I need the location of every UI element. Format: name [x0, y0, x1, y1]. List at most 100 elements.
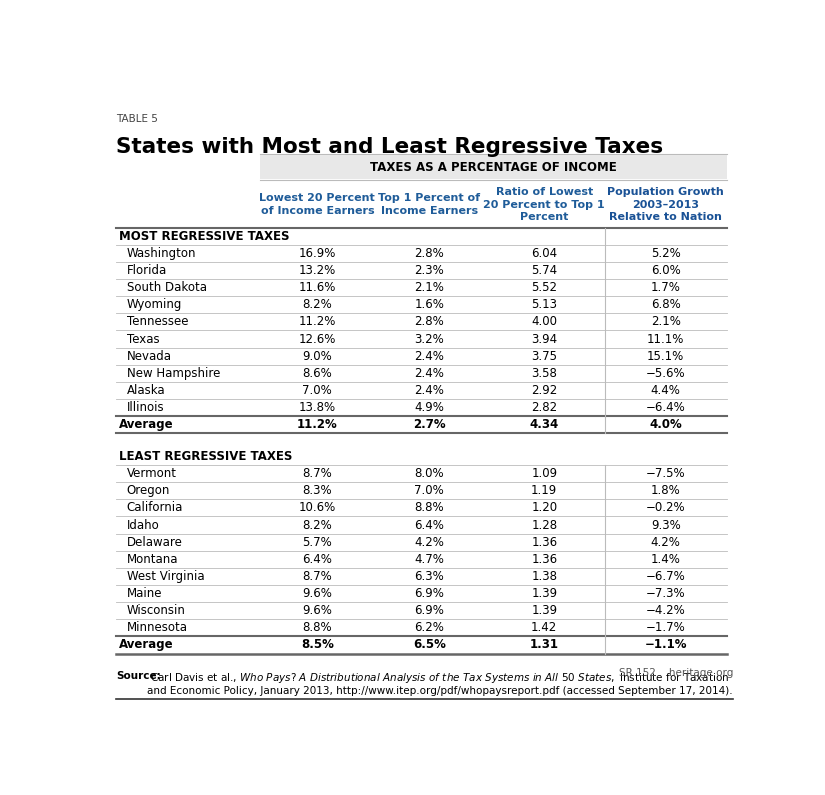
Text: 5.13: 5.13: [531, 298, 558, 312]
Text: 9.6%: 9.6%: [303, 604, 332, 617]
Text: Alaska: Alaska: [127, 384, 165, 397]
Text: California: California: [127, 502, 183, 514]
Text: 11.1%: 11.1%: [647, 332, 685, 346]
Text: −0.2%: −0.2%: [646, 502, 686, 514]
Text: 2.3%: 2.3%: [414, 264, 444, 277]
Text: Wisconsin: Wisconsin: [127, 604, 186, 617]
Text: 6.2%: 6.2%: [414, 622, 444, 634]
Text: 4.9%: 4.9%: [414, 401, 444, 414]
Text: −6.7%: −6.7%: [646, 570, 686, 583]
Text: 1.42: 1.42: [531, 622, 558, 634]
Text: 9.6%: 9.6%: [303, 587, 332, 600]
Text: 11.2%: 11.2%: [297, 418, 337, 431]
Text: 5.74: 5.74: [531, 264, 558, 277]
Text: 2.4%: 2.4%: [414, 366, 444, 380]
Text: 16.9%: 16.9%: [299, 246, 336, 260]
Text: Carl Davis et al., $\it{Who\ Pays?\ A\ Distributional\ Analysis\ of\ the\ Tax\ S: Carl Davis et al., $\it{Who\ Pays?\ A\ D…: [147, 671, 733, 696]
Text: 8.2%: 8.2%: [303, 298, 332, 312]
Text: 6.4%: 6.4%: [414, 518, 444, 532]
Text: 4.2%: 4.2%: [414, 536, 444, 549]
Text: TABLE 5: TABLE 5: [116, 114, 158, 124]
Text: West Virginia: West Virginia: [127, 570, 205, 583]
Text: Nevada: Nevada: [127, 350, 172, 363]
Text: 7.0%: 7.0%: [303, 384, 332, 397]
Text: Idaho: Idaho: [127, 518, 159, 532]
Text: MOST REGRESSIVE TAXES: MOST REGRESSIVE TAXES: [119, 230, 290, 242]
Text: −1.7%: −1.7%: [646, 622, 686, 634]
Text: 6.3%: 6.3%: [414, 570, 444, 583]
Text: 3.2%: 3.2%: [414, 332, 444, 346]
Text: Maine: Maine: [127, 587, 163, 600]
Text: 5.52: 5.52: [531, 281, 558, 294]
Text: 6.04: 6.04: [531, 246, 558, 260]
Text: Average: Average: [119, 418, 174, 431]
Text: 1.8%: 1.8%: [651, 484, 681, 497]
Text: 2.1%: 2.1%: [414, 281, 444, 294]
Text: Florida: Florida: [127, 264, 167, 277]
Text: 2.8%: 2.8%: [414, 316, 444, 328]
Text: 8.8%: 8.8%: [414, 502, 444, 514]
Text: 1.39: 1.39: [531, 587, 558, 600]
Text: Top 1 Percent of
Income Earners: Top 1 Percent of Income Earners: [378, 193, 480, 216]
Text: 8.2%: 8.2%: [303, 518, 332, 532]
Text: TAXES AS A PERCENTAGE OF INCOME: TAXES AS A PERCENTAGE OF INCOME: [370, 161, 616, 173]
Text: Texas: Texas: [127, 332, 159, 346]
Text: 2.4%: 2.4%: [414, 384, 444, 397]
Text: 4.34: 4.34: [530, 418, 559, 431]
Text: Montana: Montana: [127, 553, 178, 566]
Text: Average: Average: [119, 638, 174, 651]
Text: 13.2%: 13.2%: [299, 264, 336, 277]
Text: 1.6%: 1.6%: [414, 298, 444, 312]
Text: 1.09: 1.09: [531, 467, 558, 480]
Text: 4.7%: 4.7%: [414, 553, 444, 566]
Text: 5.7%: 5.7%: [303, 536, 332, 549]
Text: 1.39: 1.39: [531, 604, 558, 617]
Text: LEAST REGRESSIVE TAXES: LEAST REGRESSIVE TAXES: [119, 450, 293, 463]
Text: 2.92: 2.92: [531, 384, 558, 397]
Text: Source:: Source:: [116, 671, 161, 681]
Text: 9.0%: 9.0%: [303, 350, 332, 363]
Text: Washington: Washington: [127, 246, 196, 260]
Text: −5.6%: −5.6%: [646, 366, 686, 380]
Text: 8.8%: 8.8%: [303, 622, 332, 634]
Text: 2.8%: 2.8%: [414, 246, 444, 260]
Text: 6.0%: 6.0%: [651, 264, 681, 277]
Text: Vermont: Vermont: [127, 467, 177, 480]
Text: Minnesota: Minnesota: [127, 622, 188, 634]
Text: −7.5%: −7.5%: [646, 467, 686, 480]
Text: New Hampshire: New Hampshire: [127, 366, 220, 380]
Text: 3.58: 3.58: [531, 366, 557, 380]
Text: 1.36: 1.36: [531, 536, 558, 549]
Text: 6.4%: 6.4%: [303, 553, 332, 566]
Text: 4.4%: 4.4%: [651, 384, 681, 397]
Text: 8.7%: 8.7%: [303, 570, 332, 583]
Text: Wyoming: Wyoming: [127, 298, 182, 312]
Text: 13.8%: 13.8%: [299, 401, 336, 414]
Text: 1.31: 1.31: [530, 638, 559, 651]
Bar: [260, 155, 727, 179]
Text: 1.28: 1.28: [531, 518, 558, 532]
Text: Oregon: Oregon: [127, 484, 170, 497]
Text: 11.2%: 11.2%: [299, 316, 336, 328]
Text: Population Growth
2003–2013
Relative to Nation: Population Growth 2003–2013 Relative to …: [607, 187, 724, 223]
Text: Tennessee: Tennessee: [127, 316, 188, 328]
Text: 8.7%: 8.7%: [303, 467, 332, 480]
Text: 1.7%: 1.7%: [651, 281, 681, 294]
Text: 12.6%: 12.6%: [299, 332, 336, 346]
Text: 1.19: 1.19: [531, 484, 558, 497]
Text: States with Most and Least Regressive Taxes: States with Most and Least Regressive Ta…: [116, 137, 663, 157]
Text: 4.0%: 4.0%: [649, 418, 682, 431]
Text: 8.3%: 8.3%: [303, 484, 332, 497]
Text: 15.1%: 15.1%: [647, 350, 685, 363]
Text: 6.8%: 6.8%: [651, 298, 681, 312]
Text: 7.0%: 7.0%: [414, 484, 444, 497]
Text: 3.94: 3.94: [531, 332, 558, 346]
Text: 10.6%: 10.6%: [299, 502, 336, 514]
Text: Lowest 20 Percent
of Income Earners: Lowest 20 Percent of Income Earners: [259, 193, 375, 216]
Text: 6.5%: 6.5%: [412, 638, 446, 651]
Text: 3.75: 3.75: [531, 350, 558, 363]
Text: 8.6%: 8.6%: [303, 366, 332, 380]
Text: −7.3%: −7.3%: [646, 587, 686, 600]
Text: Illinois: Illinois: [127, 401, 164, 414]
Text: 2.4%: 2.4%: [414, 350, 444, 363]
